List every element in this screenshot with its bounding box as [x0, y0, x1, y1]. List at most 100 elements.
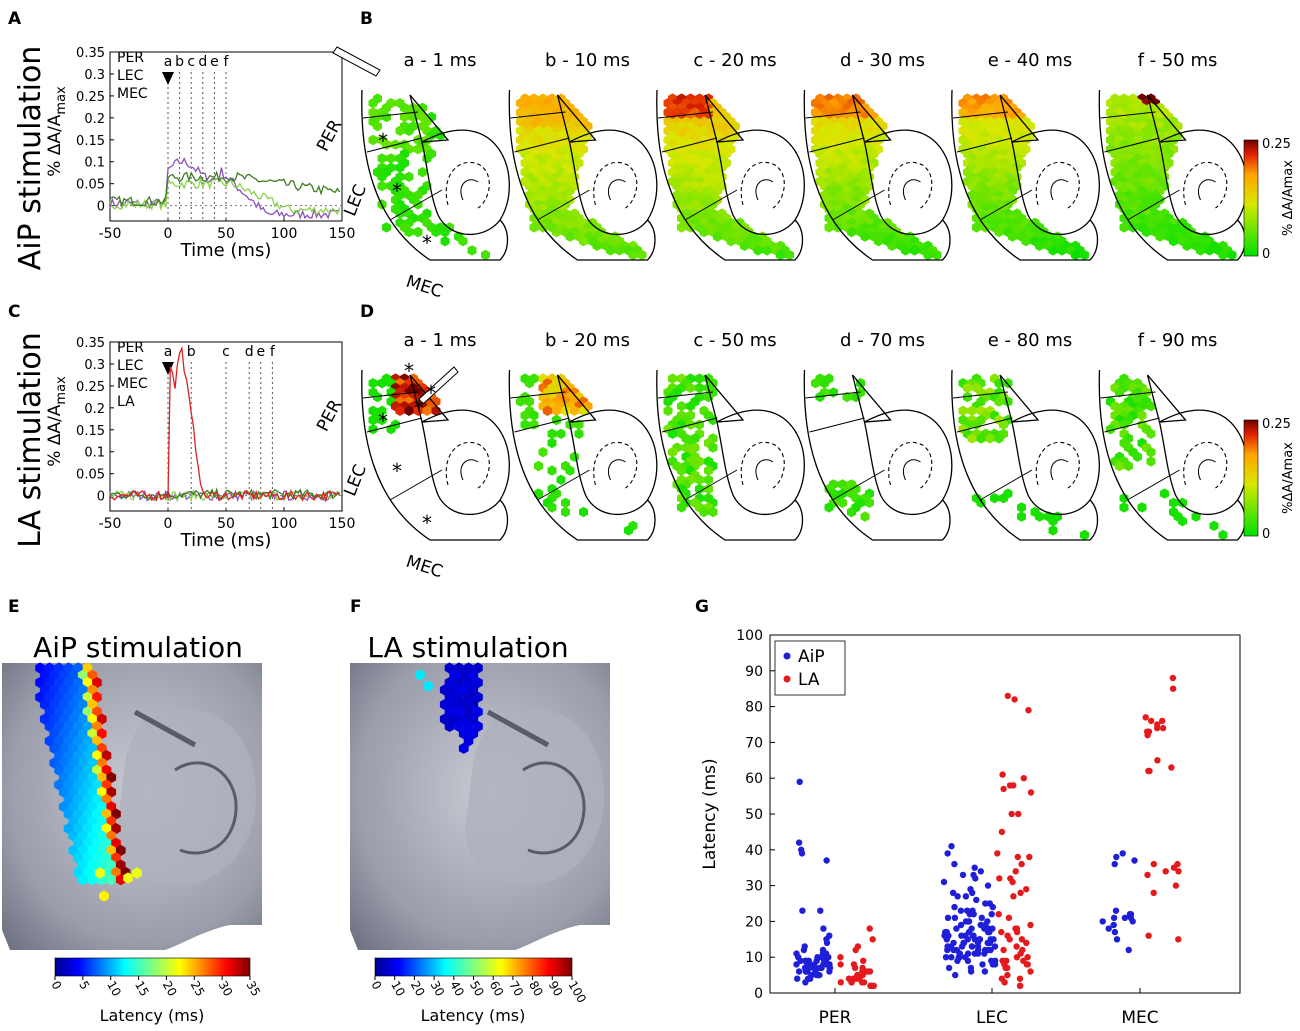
- activity-hex: [368, 98, 378, 109]
- activity-hex: [400, 111, 409, 123]
- latency-hex: [92, 823, 102, 835]
- activity-hex: [552, 226, 561, 238]
- data-point-la: [1146, 767, 1153, 775]
- activity-hex: [373, 121, 382, 132]
- data-point-aip: [945, 964, 953, 972]
- activity-hex: [1119, 222, 1129, 233]
- data-point-la: [869, 936, 876, 943]
- activity-hex: [547, 428, 557, 439]
- data-point-la: [1169, 674, 1177, 682]
- x-tick-label: 50: [217, 516, 235, 532]
- trace-line: [109, 157, 340, 220]
- y-axis-label: % ΔA/Amax: [45, 376, 69, 467]
- data-point-la: [1170, 864, 1178, 871]
- latency-hex: [68, 684, 79, 696]
- latency-hex: [35, 662, 45, 674]
- legend-marker-aip: [783, 652, 791, 660]
- data-point-aip: [823, 939, 831, 947]
- asterisk-marker: *: [378, 409, 388, 433]
- latency-hex: [49, 698, 60, 711]
- latency-hex: [82, 691, 93, 703]
- latency-hex: [101, 852, 112, 864]
- data-point-aip: [986, 939, 994, 947]
- data-point-aip: [799, 907, 806, 914]
- data-point-aip: [978, 914, 985, 921]
- activity-hexes: [811, 373, 874, 522]
- latency-hex: [87, 815, 98, 827]
- slice-outline: [361, 369, 509, 541]
- region-border: [389, 189, 443, 221]
- dentate-outline: [1035, 161, 1080, 209]
- activity-hex: [525, 396, 534, 407]
- latency-hex: [101, 779, 112, 791]
- latency-hex: [106, 815, 117, 827]
- data-point-la: [837, 954, 844, 961]
- data-point-aip: [968, 943, 976, 950]
- latency-hex: [468, 698, 479, 711]
- latency-hex: [39, 713, 50, 725]
- activity-hex: [386, 153, 396, 164]
- y-tick-label: 100: [736, 628, 763, 644]
- latency-hex: [73, 866, 83, 878]
- data-point-aip: [795, 968, 803, 975]
- map-frame: c - 50 ms: [656, 330, 805, 541]
- activity-hex: [592, 240, 602, 251]
- latency-hex: [77, 742, 88, 754]
- latency-hex: [77, 874, 88, 886]
- latency-hex: [92, 720, 102, 732]
- activity-hex: [565, 231, 575, 242]
- map-frame-title: f - 50 ms: [1138, 50, 1218, 71]
- latency-hex: [68, 757, 79, 769]
- activity-hex: [865, 497, 874, 508]
- data-point-la: [1004, 964, 1011, 972]
- time-marker-label: b: [187, 344, 196, 360]
- legend-label-aip: AiP: [798, 647, 825, 667]
- data-point-aip: [944, 946, 951, 954]
- latency-hex: [96, 801, 107, 813]
- activity-hex: [1017, 502, 1026, 513]
- colorbar-tick-label: 10: [104, 979, 124, 999]
- time-marker-label: c: [187, 54, 195, 70]
- latency-hex: [73, 808, 83, 820]
- activity-hex: [1218, 249, 1228, 261]
- region-border: [952, 111, 1009, 119]
- activity-hexes: [663, 93, 794, 261]
- data-point-aip: [1125, 946, 1132, 954]
- region-border: [1100, 391, 1156, 399]
- latency-hex: [77, 669, 88, 681]
- slice-outline: [361, 89, 509, 261]
- activity-hex: [963, 391, 972, 403]
- activity-hex: [413, 226, 423, 238]
- y-tick-label: 0.35: [76, 46, 105, 61]
- data-point-aip: [793, 961, 800, 968]
- region-border: [956, 137, 1013, 153]
- amygdala-outline: [851, 374, 892, 423]
- region-label-per: PER: [313, 396, 346, 435]
- data-point-aip: [802, 968, 809, 975]
- data-point-aip: [989, 961, 996, 968]
- colorbar-tick-label: 100: [565, 979, 589, 1006]
- latency-hex: [439, 713, 450, 725]
- latency-hex: [106, 844, 117, 857]
- legend-per: PER: [117, 50, 144, 66]
- data-point-aip: [1111, 928, 1119, 936]
- panel-letter-b: B: [360, 9, 373, 29]
- latency-hex: [115, 844, 126, 857]
- time-marker-label: e: [210, 54, 219, 70]
- activity-hex: [811, 378, 820, 389]
- data-point-la: [1018, 860, 1025, 868]
- activity-hex: [1119, 502, 1129, 513]
- data-point-la: [1016, 975, 1024, 982]
- latency-hex: [68, 698, 79, 711]
- trace-panel-a: -50 0 50 100 150 0 0.05 0.1 0.15 0.2 0.25 0.3 0.35 Ti…: [45, 46, 355, 261]
- activity-hex: [999, 493, 1008, 504]
- y-tick-label: 0.15: [76, 424, 105, 439]
- activity-hex: [382, 111, 391, 123]
- activity-hex: [529, 222, 539, 233]
- map-frame-title: c - 20 ms: [693, 50, 776, 71]
- latency-hex: [468, 713, 479, 725]
- latency-hex: [63, 662, 74, 674]
- latency-hex: [68, 669, 79, 681]
- activity-hex: [628, 249, 638, 261]
